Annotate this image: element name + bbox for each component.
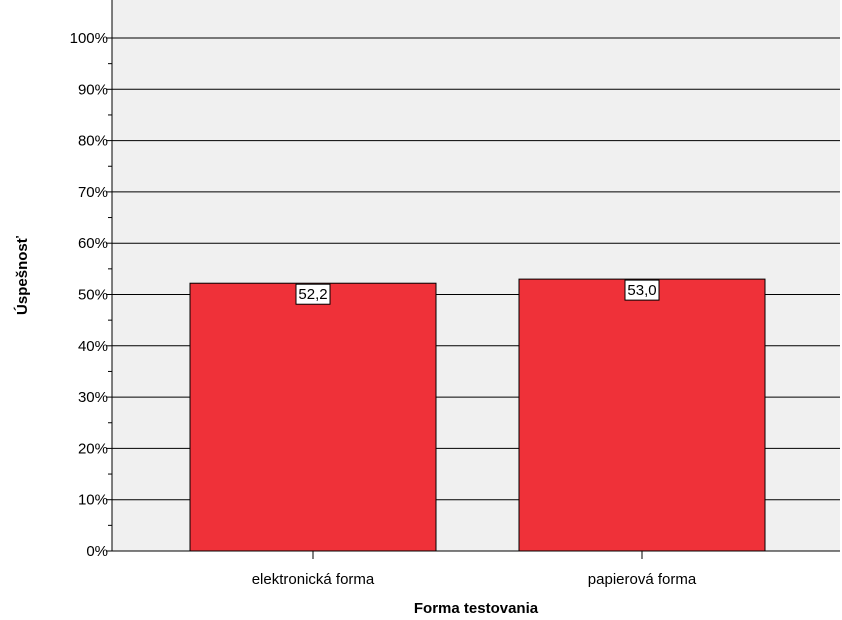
data-label: 52,2	[298, 286, 327, 303]
y-tick-label: 0%	[86, 543, 108, 560]
y-tick-label: 50%	[78, 287, 108, 304]
y-tick-labels: 0% 10% 20% 30% 40% 50% 60% 70% 80% 90% 100%	[70, 30, 112, 560]
y-tick-label: 80%	[78, 133, 108, 150]
y-tick-label: 100%	[70, 30, 108, 47]
bars: 52,2 53,0	[189, 278, 766, 552]
data-label-box	[624, 279, 660, 301]
x-category-label: papierová forma	[588, 571, 697, 588]
minor-ticks	[108, 63, 112, 526]
bar	[518, 278, 766, 552]
x-category-labels: elektronická forma papierová forma	[252, 551, 697, 588]
bar	[189, 282, 437, 552]
y-tick-label: 70%	[78, 184, 108, 201]
data-label-box	[295, 283, 331, 305]
y-tick-label: 90%	[78, 81, 108, 98]
data-label: 53,0	[627, 282, 656, 299]
y-tick-label: 60%	[78, 235, 108, 252]
y-tick-label: 30%	[78, 389, 108, 406]
x-axis-title: Forma testovania	[414, 600, 539, 617]
y-tick-label: 10%	[78, 492, 108, 509]
y-axis-title: Úspešnosť	[13, 235, 31, 315]
y-tick-label: 20%	[78, 440, 108, 457]
y-tick-label: 40%	[78, 338, 108, 355]
x-category-label: elektronická forma	[252, 571, 375, 588]
